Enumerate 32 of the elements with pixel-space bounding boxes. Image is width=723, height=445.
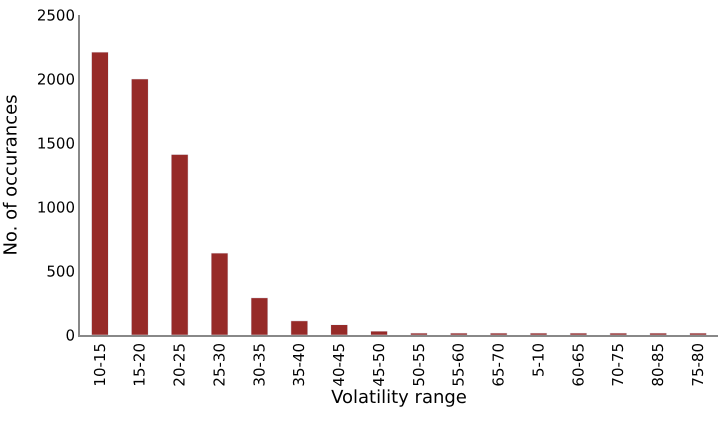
bar [330, 324, 348, 335]
x-tick-label: 20-25 [170, 343, 189, 387]
x-tick-label: 10-15 [90, 343, 109, 387]
bar [171, 154, 188, 335]
bar [210, 252, 228, 335]
bar [370, 330, 388, 335]
y-tick-label: 2000 [36, 70, 75, 88]
x-tick-label: 75-80 [688, 343, 707, 387]
x-tick-label: 40-45 [330, 343, 348, 387]
y-tick-label: 500 [46, 262, 75, 280]
x-tick-label: 30-35 [250, 343, 268, 387]
bar [131, 78, 148, 335]
y-axis-title: No. of occurances [0, 94, 22, 256]
bar [250, 298, 268, 335]
y-tick-label: 1000 [36, 198, 75, 216]
y-tick-label: 2500 [36, 6, 75, 24]
x-tick-label: 35-40 [290, 343, 308, 387]
x-tick-label: 65-70 [490, 343, 508, 387]
x-tick-label: 5-10 [529, 343, 548, 378]
x-axis-title: Volatility range [331, 387, 467, 408]
x-tick-label: 70-75 [609, 343, 628, 387]
x-tick-label: 15-20 [130, 343, 149, 387]
bar [290, 320, 308, 335]
y-tick-label: 1500 [36, 134, 75, 152]
x-tick-label: 55-60 [450, 343, 468, 387]
x-tick-label: 25-30 [210, 343, 228, 387]
x-tick-label: 50-55 [410, 343, 428, 387]
bar [91, 52, 109, 335]
x-tick-label: 60-65 [569, 343, 588, 387]
x-tick-label: 80-85 [649, 343, 668, 387]
x-tick-label: 45-50 [370, 343, 388, 387]
y-tick-label: 0 [65, 326, 75, 344]
